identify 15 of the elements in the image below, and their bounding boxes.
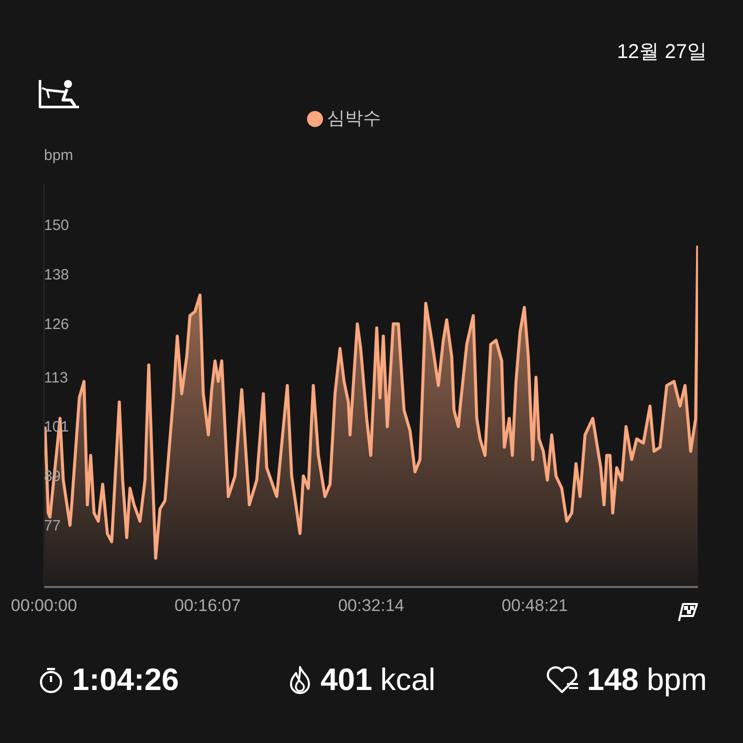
x-tick-label: 00:48:21 bbox=[502, 596, 568, 615]
text: 12월 27일 bbox=[616, 40, 707, 65]
y-tick-label: 77 bbox=[44, 517, 61, 534]
y-tick-label: 138 bbox=[44, 266, 70, 284]
text: 1:04:26 bbox=[72, 662, 179, 698]
y-axis-title: bpm bbox=[44, 147, 74, 164]
y-tick-label: 126 bbox=[44, 316, 70, 333]
y-tick-label: 150 bbox=[44, 217, 70, 234]
y-tick-label: 113 bbox=[44, 369, 68, 386]
text: 401 kcal bbox=[320, 662, 436, 698]
x-tick-label: 00:00:00 bbox=[10, 596, 78, 615]
x-tick-label: 00:16:07 bbox=[174, 596, 241, 615]
x-tick-label: 00:32:14 bbox=[338, 596, 404, 615]
legend-label: 심박수 bbox=[327, 108, 381, 128]
text: 148 bpm bbox=[586, 662, 707, 698]
